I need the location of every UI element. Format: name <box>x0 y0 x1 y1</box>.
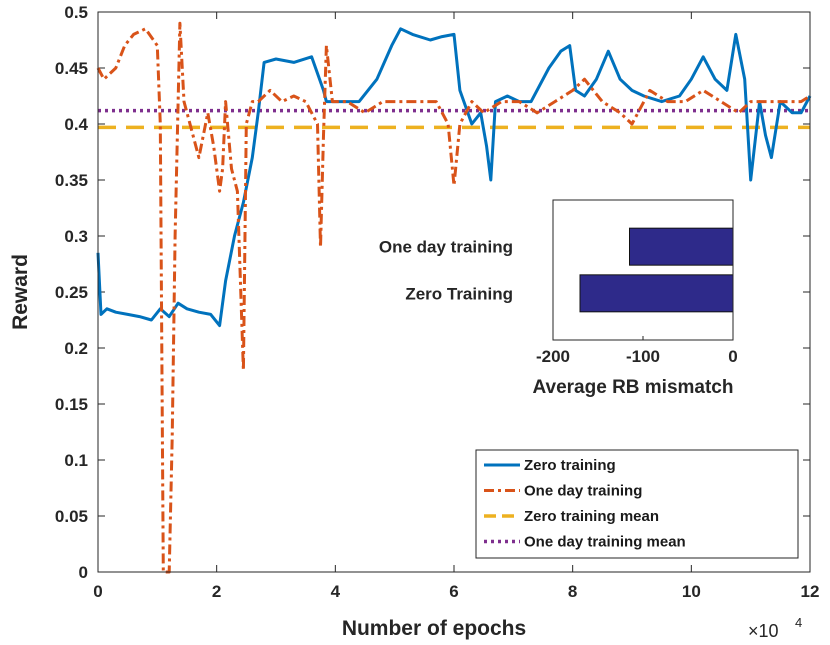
inset-chart: One day training Zero Training -200 -100 0 Av… <box>379 199 738 398</box>
y-tick-label: 0.45 <box>55 59 88 78</box>
x-multiplier-exponent: 4 <box>795 615 802 630</box>
inset-axes-box <box>552 199 734 341</box>
y-tick-label: 0.3 <box>64 227 88 246</box>
inset-category-label: One day training <box>379 238 513 257</box>
inset-x-tick-label: 0 <box>728 347 737 366</box>
y-tick-label: 0.35 <box>55 171 88 190</box>
inset-bar <box>579 274 734 313</box>
one-day-training-line <box>96 21 811 574</box>
legend-box <box>475 449 799 559</box>
x-tick-label: 6 <box>449 582 458 601</box>
x-tick-label: 2 <box>212 582 221 601</box>
x-multiplier-label: ×10 <box>748 621 779 641</box>
y-tick-label: 0.1 <box>64 451 88 470</box>
x-axis-label: Number of epochs <box>342 617 526 640</box>
inset-bar <box>629 227 734 266</box>
y-tick-label: 0.2 <box>64 339 88 358</box>
inset-plot-area <box>553 200 733 340</box>
y-tick-label: 0.05 <box>55 507 88 526</box>
inset-category-label: Zero Training <box>405 284 513 303</box>
legend-label: One day training <box>524 483 642 500</box>
x-tick-label: 4 <box>331 582 341 601</box>
inset-x-tick-label: -100 <box>626 347 660 366</box>
legend-label: Zero training <box>524 457 616 474</box>
y-tick-label: 0.25 <box>55 283 88 302</box>
legend: Zero training One day training Zero traini… <box>475 449 799 559</box>
inset-x-tick-label: -200 <box>536 347 570 366</box>
legend-label: One day training mean <box>524 534 686 551</box>
x-tick-label: 8 <box>568 582 577 601</box>
legend-label: Zero training mean <box>524 508 659 525</box>
zero-training-line <box>96 27 812 328</box>
x-tick-label: 12 <box>801 582 820 601</box>
y-tick-label: 0.15 <box>55 395 88 414</box>
y-tick-label: 0 <box>79 563 88 582</box>
inset-x-axis-label: Average RB mismatch <box>533 377 734 398</box>
y-tick-label: 0.5 <box>64 3 88 22</box>
x-tick-label: 0 <box>93 582 102 601</box>
x-tick-label: 10 <box>682 582 701 601</box>
y-axis-label: Reward <box>9 254 32 330</box>
main-series <box>96 21 812 574</box>
axes-box <box>97 11 811 573</box>
y-tick-label: 0.4 <box>64 115 88 134</box>
